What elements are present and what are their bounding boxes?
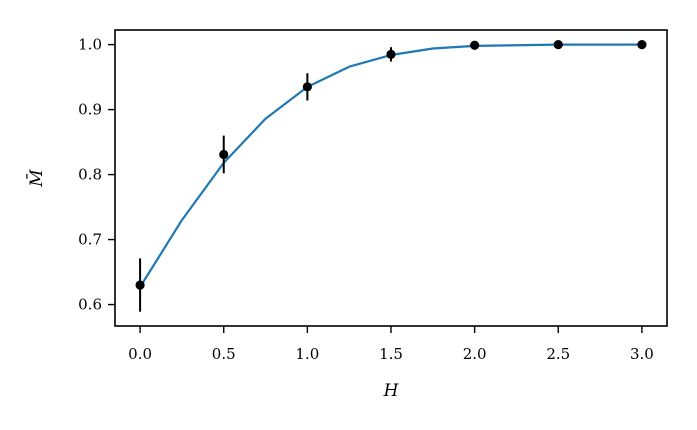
plot-frame — [114, 29, 668, 327]
data-point — [386, 49, 396, 59]
data-point — [470, 40, 480, 50]
data-point — [637, 40, 647, 50]
x-axis: 0.0 0.5 1.0 1.5 2.0 2.5 3.0 — [128, 326, 654, 363]
x-tick-label: 2.5 — [546, 345, 570, 363]
fit-curve-layer — [139, 43, 642, 288]
y-axis-label: M̄ — [25, 169, 47, 188]
x-tick-label: 1.0 — [295, 345, 319, 363]
data-point — [219, 149, 229, 160]
fit-curve — [139, 43, 642, 288]
x-tick-label: 1.5 — [379, 345, 403, 363]
y-tick-label: 0.9 — [78, 101, 102, 119]
y-tick-label: 0.8 — [78, 166, 102, 184]
x-tick-label: 0.0 — [128, 345, 152, 363]
data-point — [135, 280, 145, 290]
y-axis: 0.6 0.7 0.8 0.9 1.0 — [78, 36, 115, 314]
x-axis-label: H — [383, 381, 400, 401]
data-point — [553, 40, 563, 50]
x-tick-label: 2.0 — [463, 345, 487, 363]
x-tick-label: 3.0 — [630, 345, 654, 363]
x-tick-label: 0.5 — [212, 345, 236, 363]
data-point — [302, 82, 312, 92]
errorbar-layer — [139, 43, 643, 312]
y-tick-label: 0.7 — [78, 231, 102, 249]
y-tick-label: 0.6 — [78, 296, 102, 314]
data-point-layer — [135, 40, 647, 290]
y-tick-label: 1.0 — [78, 36, 102, 54]
